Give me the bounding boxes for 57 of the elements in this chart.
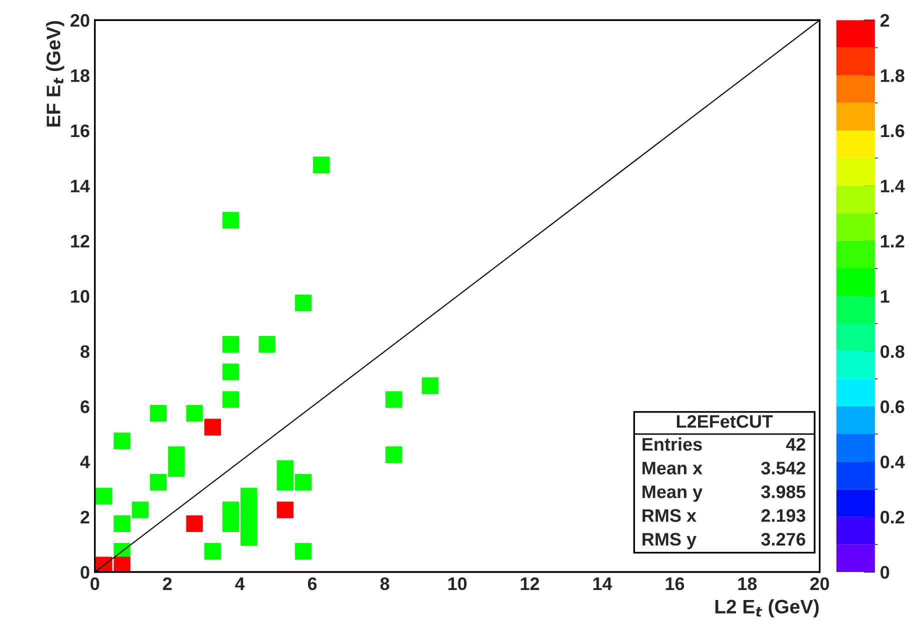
y-tick-label: 4	[80, 456, 90, 468]
x-tick-label: 18	[738, 577, 757, 590]
y-tick-label: 10	[71, 290, 90, 303]
point	[132, 502, 149, 518]
x-tick-label: 6	[308, 577, 317, 590]
x-axis-title: L2 E$_{t}$ (GeV)	[715, 599, 819, 618]
annotation: 2.193	[761, 509, 806, 522]
point	[313, 156, 330, 174]
point	[114, 432, 130, 450]
color-bar-label: 2	[880, 14, 890, 27]
annotation: L2EFetCUT	[676, 415, 773, 428]
point	[204, 418, 221, 436]
y-tick-label: 18	[71, 69, 90, 82]
point	[186, 405, 203, 422]
annotation: 42	[786, 438, 806, 451]
point	[386, 391, 402, 408]
color-bar-label: 1	[880, 290, 890, 303]
color-bar-label: 0.8	[880, 345, 904, 358]
color-bar-label: 0.4	[880, 456, 905, 468]
y-tick-label: 6	[80, 400, 90, 414]
x-tick-label: 20	[810, 577, 829, 590]
point	[240, 488, 258, 504]
x-tick-label: 0	[90, 577, 100, 590]
x-tick-label: 12	[520, 577, 540, 590]
point	[168, 460, 185, 477]
y-tick-label: 8	[80, 345, 90, 358]
y-tick-label: 12	[71, 234, 90, 248]
y-tick-label: 14	[71, 180, 90, 192]
y-tick-label: 2	[80, 510, 90, 524]
color-bar-label: 1.8	[880, 69, 904, 82]
annotation: RMS y	[642, 532, 696, 550]
annotation: Mean x	[642, 462, 702, 474]
color-bar-label: 1.6	[880, 124, 904, 138]
x-tick-label: 2	[162, 577, 172, 590]
y-axis-title: EF E$_{t}$ (GeV)	[46, 21, 64, 127]
y-tick-label: 20	[70, 14, 90, 27]
annotation: 3.542	[761, 462, 806, 475]
point	[276, 502, 294, 518]
x-tick-label: 14	[593, 578, 612, 590]
x-tick-label: 8	[380, 577, 390, 590]
color-bar-label: 0.2	[880, 510, 904, 524]
color-bar-label: 1.4	[880, 180, 905, 192]
annotation: 3.985	[761, 485, 806, 498]
color-bar-label: 0	[880, 566, 890, 579]
y-tick-label: 0	[80, 566, 90, 579]
color-bar-label: 1.2	[880, 234, 904, 248]
x-tick-label: 4	[235, 578, 245, 590]
point	[258, 336, 276, 353]
annotation: Entries	[642, 437, 702, 451]
x-tick-label: 16	[666, 577, 684, 590]
x-tick-label: 10	[448, 577, 467, 590]
annotation: RMS x	[642, 509, 696, 522]
annotation: Mean y	[642, 486, 702, 502]
y-tick-label: 16	[71, 124, 90, 138]
point	[96, 488, 112, 504]
annotation: 3.276	[761, 532, 806, 546]
color-bar-label: 0.6	[880, 400, 904, 414]
